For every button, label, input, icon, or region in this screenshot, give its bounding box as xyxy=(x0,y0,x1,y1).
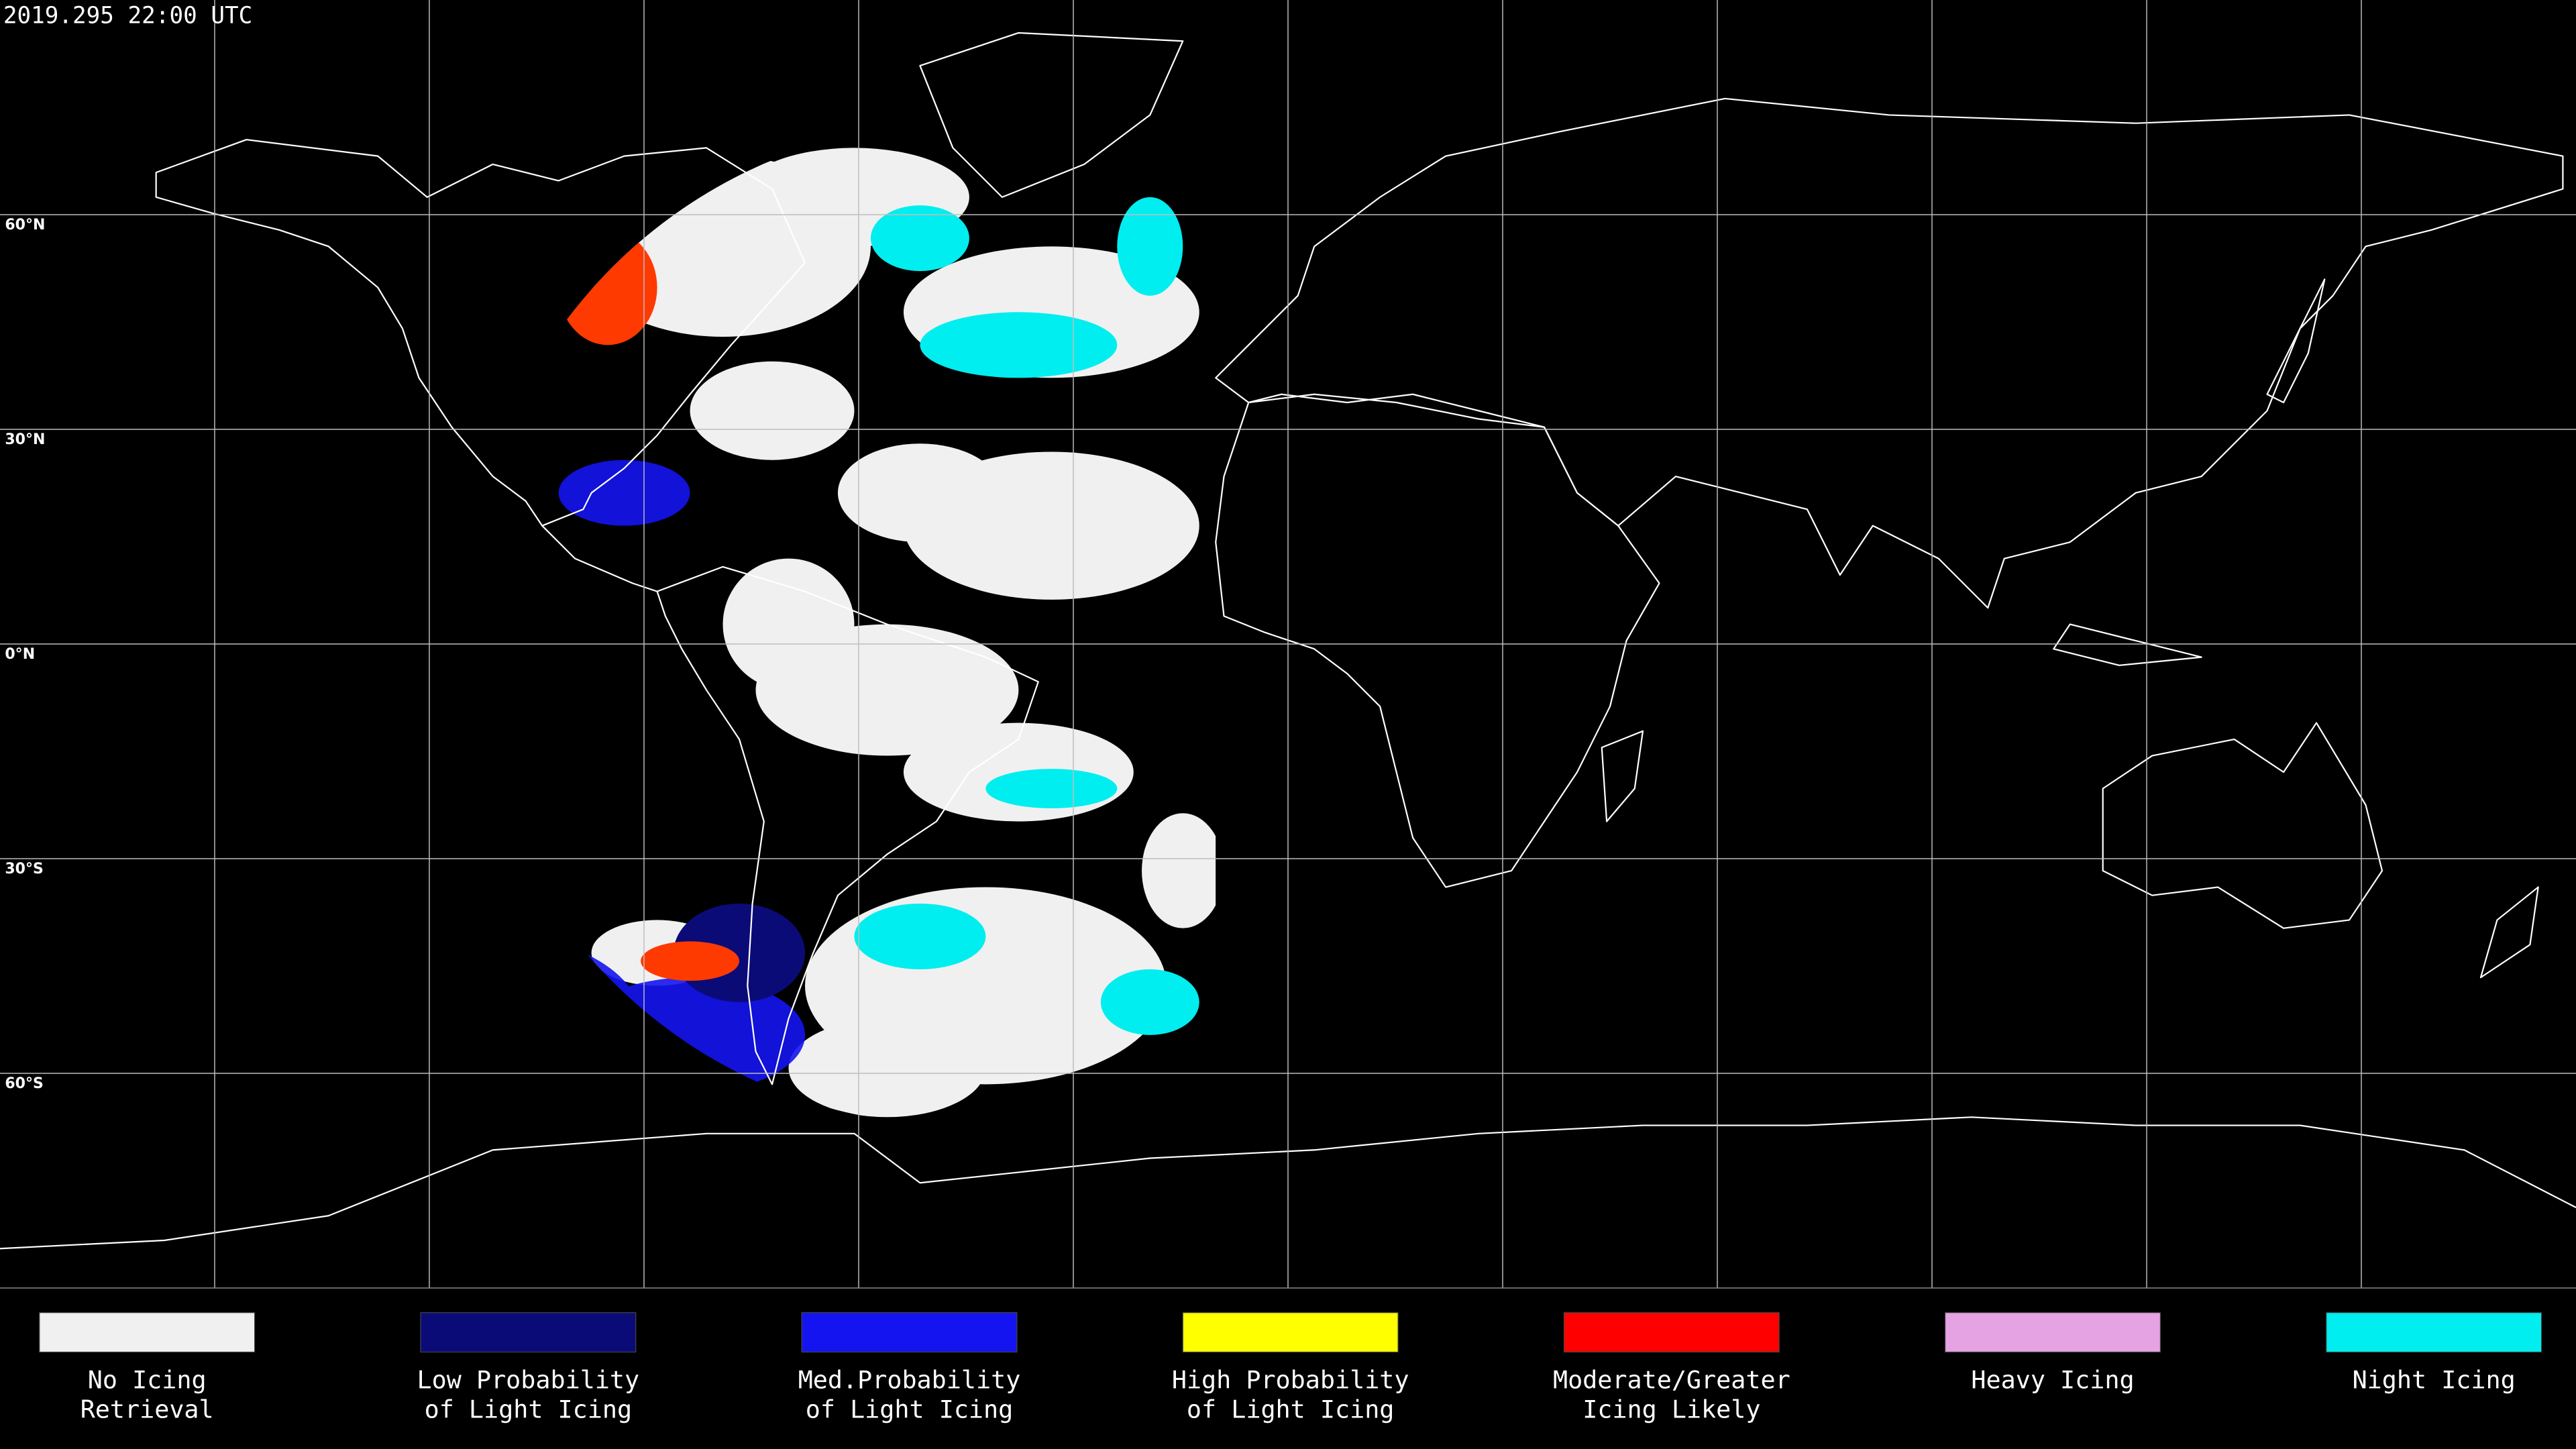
legend-swatch xyxy=(1563,1312,1780,1353)
graticule xyxy=(0,0,2576,1288)
latitude-label: 0°N xyxy=(5,646,35,663)
timestamp: 2019.295 22:00 UTC xyxy=(3,2,252,29)
latitude-label: 60°S xyxy=(5,1075,44,1092)
coastlines xyxy=(0,32,2576,1250)
legend-swatch xyxy=(801,1312,1018,1353)
latitude-label: 30°S xyxy=(5,861,44,877)
legend-swatch xyxy=(2326,1312,2542,1353)
legend-label: Low Probability xyxy=(417,1365,640,1394)
legend-label: Moderate/Greater xyxy=(1553,1365,1790,1394)
legend-label: No Icing xyxy=(88,1365,207,1394)
legend-label: High Probability xyxy=(1172,1365,1409,1394)
legend-swatch xyxy=(39,1312,256,1353)
legend-label: of Light Icing xyxy=(425,1395,633,1424)
legend-label: of Light Icing xyxy=(806,1395,1013,1424)
legend-label: Icing Likely xyxy=(1582,1395,1760,1424)
latitude-label: 30°N xyxy=(5,431,45,448)
legend-label: Retrieval xyxy=(80,1395,214,1424)
legend-swatch xyxy=(420,1312,637,1353)
legend-swatch xyxy=(1182,1312,1399,1353)
legend-label: Night Icing xyxy=(2353,1365,2516,1394)
latitude-label: 60°N xyxy=(5,217,45,233)
latitude-labels: 60°N 30°N 0°N 30°S 60°S xyxy=(5,217,45,1092)
legend-swatch xyxy=(1944,1312,2161,1353)
legend-label: Med.Probability xyxy=(798,1365,1021,1394)
legend-label: of Light Icing xyxy=(1187,1395,1395,1424)
legend-label: Heavy Icing xyxy=(1971,1365,2134,1394)
